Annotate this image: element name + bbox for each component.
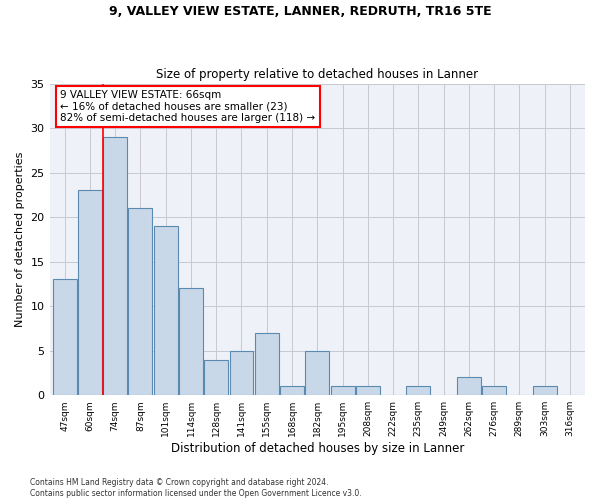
Bar <box>457 378 481 395</box>
Bar <box>53 280 77 395</box>
Text: 9, VALLEY VIEW ESTATE, LANNER, REDRUTH, TR16 5TE: 9, VALLEY VIEW ESTATE, LANNER, REDRUTH, … <box>109 5 491 18</box>
Title: Size of property relative to detached houses in Lanner: Size of property relative to detached ho… <box>156 68 478 81</box>
Bar <box>154 226 178 395</box>
Bar <box>331 386 355 395</box>
Bar <box>78 190 102 395</box>
Bar <box>533 386 557 395</box>
Bar <box>204 360 228 395</box>
Bar <box>128 208 152 395</box>
Bar <box>356 386 380 395</box>
Text: 9 VALLEY VIEW ESTATE: 66sqm
← 16% of detached houses are smaller (23)
82% of sem: 9 VALLEY VIEW ESTATE: 66sqm ← 16% of det… <box>60 90 316 123</box>
Bar <box>280 386 304 395</box>
Bar <box>482 386 506 395</box>
Bar <box>406 386 430 395</box>
Bar <box>255 333 279 395</box>
Bar <box>305 350 329 395</box>
Bar <box>103 137 127 395</box>
Y-axis label: Number of detached properties: Number of detached properties <box>15 152 25 327</box>
X-axis label: Distribution of detached houses by size in Lanner: Distribution of detached houses by size … <box>170 442 464 455</box>
Bar <box>179 288 203 395</box>
Bar <box>230 350 253 395</box>
Text: Contains HM Land Registry data © Crown copyright and database right 2024.
Contai: Contains HM Land Registry data © Crown c… <box>30 478 362 498</box>
